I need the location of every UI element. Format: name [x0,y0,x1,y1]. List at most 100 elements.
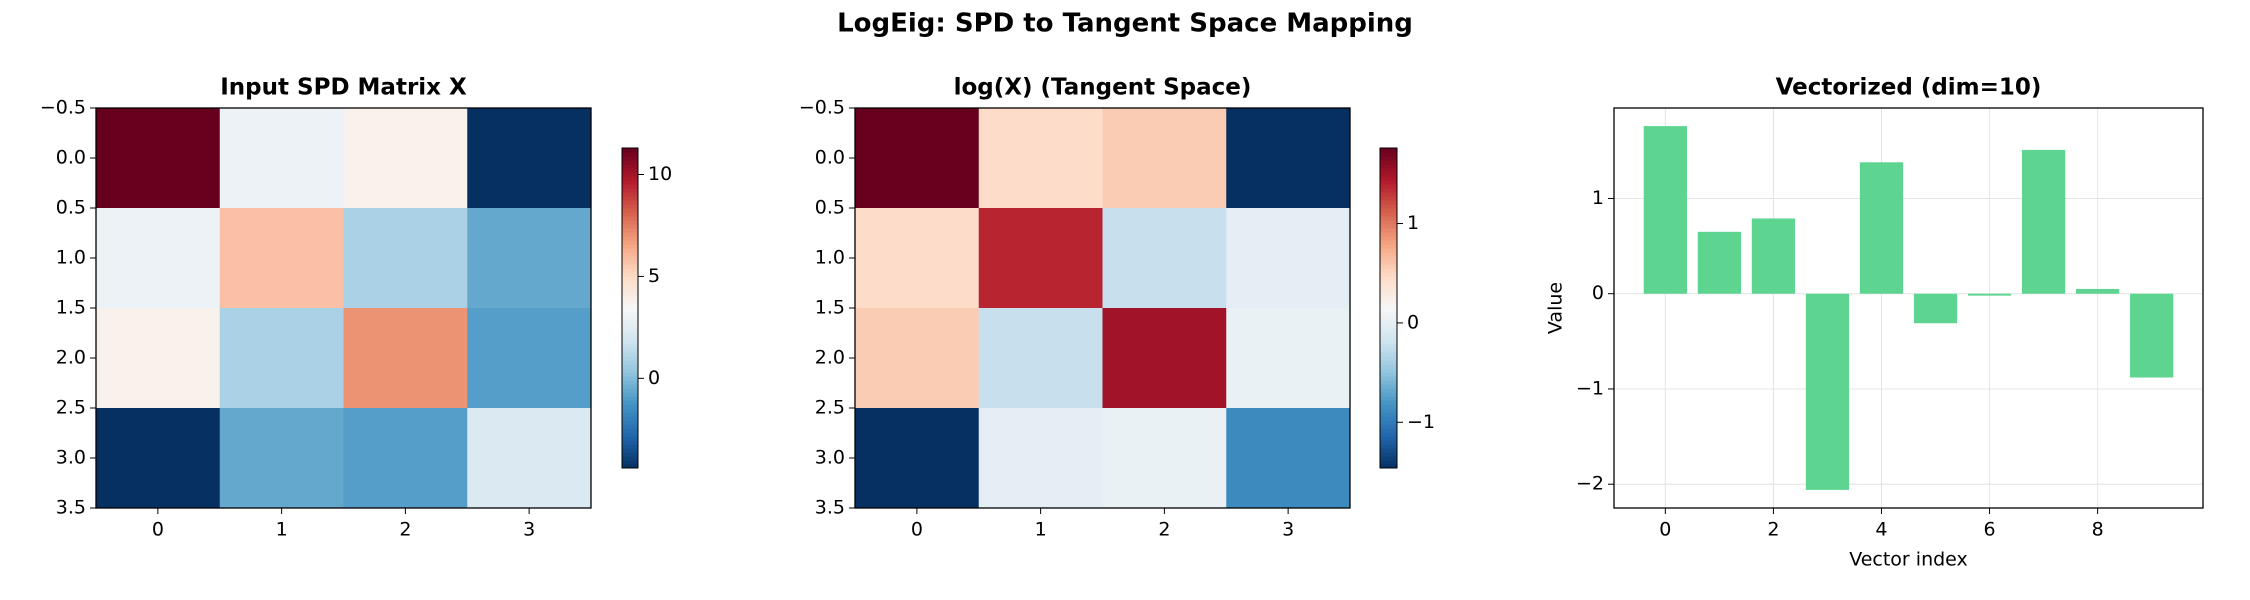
colorbar-step [622,196,638,201]
y-tick-label: 0.0 [815,147,845,169]
colorbar-step [1380,408,1397,413]
heatmap-cell [1102,408,1227,509]
subplot-title: Input SPD Matrix X [220,75,467,101]
colorbar-step [622,152,638,157]
y-tick-label: −1 [1576,377,1604,399]
colorbar-step [622,392,638,397]
colorbar-step [1380,376,1397,381]
colorbar-step [1380,232,1397,237]
y-tick-label: 1.0 [815,247,845,269]
colorbar-step [1380,264,1397,269]
colorbar-tick-label: 0 [648,367,660,389]
x-tick-label: 8 [2092,519,2104,541]
colorbar-step [622,228,638,233]
y-tick-label: 3.5 [815,497,845,519]
colorbar-step [1380,312,1397,317]
bar [1643,126,1687,294]
bar [1751,218,1796,294]
colorbar-step [1380,352,1397,357]
colorbar-step [1380,152,1397,157]
colorbar-step [1380,288,1397,293]
colorbar-step [622,160,638,165]
heatmap-cell [467,308,592,409]
colorbar-step [1380,168,1397,173]
colorbar-step [622,148,638,153]
colorbar-step [1380,372,1397,377]
colorbar-step [622,372,638,377]
colorbar-step [1380,456,1397,461]
colorbar-step [622,344,638,349]
heatmap-cell [1102,208,1227,309]
colorbar-step [622,200,638,205]
colorbar-step [1380,356,1397,361]
colorbar-step [622,336,638,341]
colorbar-step [1380,436,1397,441]
colorbar-step [1380,296,1397,301]
colorbar-step [622,252,638,257]
colorbar-step [1380,308,1397,313]
colorbar-step [622,364,638,369]
colorbar-step [622,292,638,297]
heatmap-cell [1102,308,1227,409]
colorbar-step [622,276,638,281]
colorbar-step [1380,448,1397,453]
colorbar-step [622,388,638,393]
colorbar-step [622,156,638,161]
x-tick-label: 0 [152,519,164,541]
colorbar-step [622,192,638,197]
colorbar-step [622,448,638,453]
colorbar-step [622,260,638,265]
colorbar-step [622,172,638,177]
heatmap-cell [978,108,1103,209]
bar [1967,293,2012,296]
colorbar-step [1380,412,1397,417]
x-tick-label: 2 [1158,519,1170,541]
heatmap-cell [219,108,344,209]
colorbar-step [622,368,638,373]
colorbar-step [622,432,638,437]
x-tick-label: 6 [1984,519,1996,541]
colorbar-step [1380,332,1397,337]
colorbar-step [622,240,638,245]
colorbar-step [1380,252,1397,257]
colorbar-step [1380,244,1397,249]
colorbar-step [1380,304,1397,309]
heatmap-cell [1226,408,1351,509]
x-tick-label: 2 [1767,519,1779,541]
heatmap-cell [96,108,221,209]
colorbar-step [1380,236,1397,241]
colorbar-step [1380,428,1397,433]
colorbar-step [622,188,638,193]
bar [2130,293,2174,378]
figure-title: LogEig: SPD to Tangent Space Mapping [837,9,1413,39]
colorbar-step [1380,164,1397,169]
colorbar-step [622,324,638,329]
y-tick-label: −2 [1576,473,1604,495]
colorbar-step [622,176,638,181]
y-tick-label: 3.0 [56,447,86,469]
bar [1859,162,1904,294]
colorbar-step [622,204,638,209]
colorbar-step [1380,348,1397,353]
heatmap-cell [1226,308,1351,409]
colorbar-step [622,284,638,289]
colorbar-step [622,356,638,361]
colorbar-step [622,348,638,353]
heatmap-cell [219,408,344,509]
colorbar-step [1380,316,1397,321]
colorbar-step [622,244,638,249]
colorbar-step [622,316,638,321]
x-tick-label: 1 [1035,519,1047,541]
y-tick-label: 3.5 [56,497,86,519]
y-tick-label: 0.5 [815,197,845,219]
heatmap-cell [219,208,344,309]
colorbar-step [622,216,638,221]
colorbar-step [622,184,638,189]
colorbar-step [622,460,638,465]
colorbar-step [622,288,638,293]
colorbar-step [622,296,638,301]
colorbar-step [622,232,638,237]
colorbar-step [622,360,638,365]
y-tick-label: 2.5 [56,397,86,419]
y-tick-label: 2.5 [815,397,845,419]
